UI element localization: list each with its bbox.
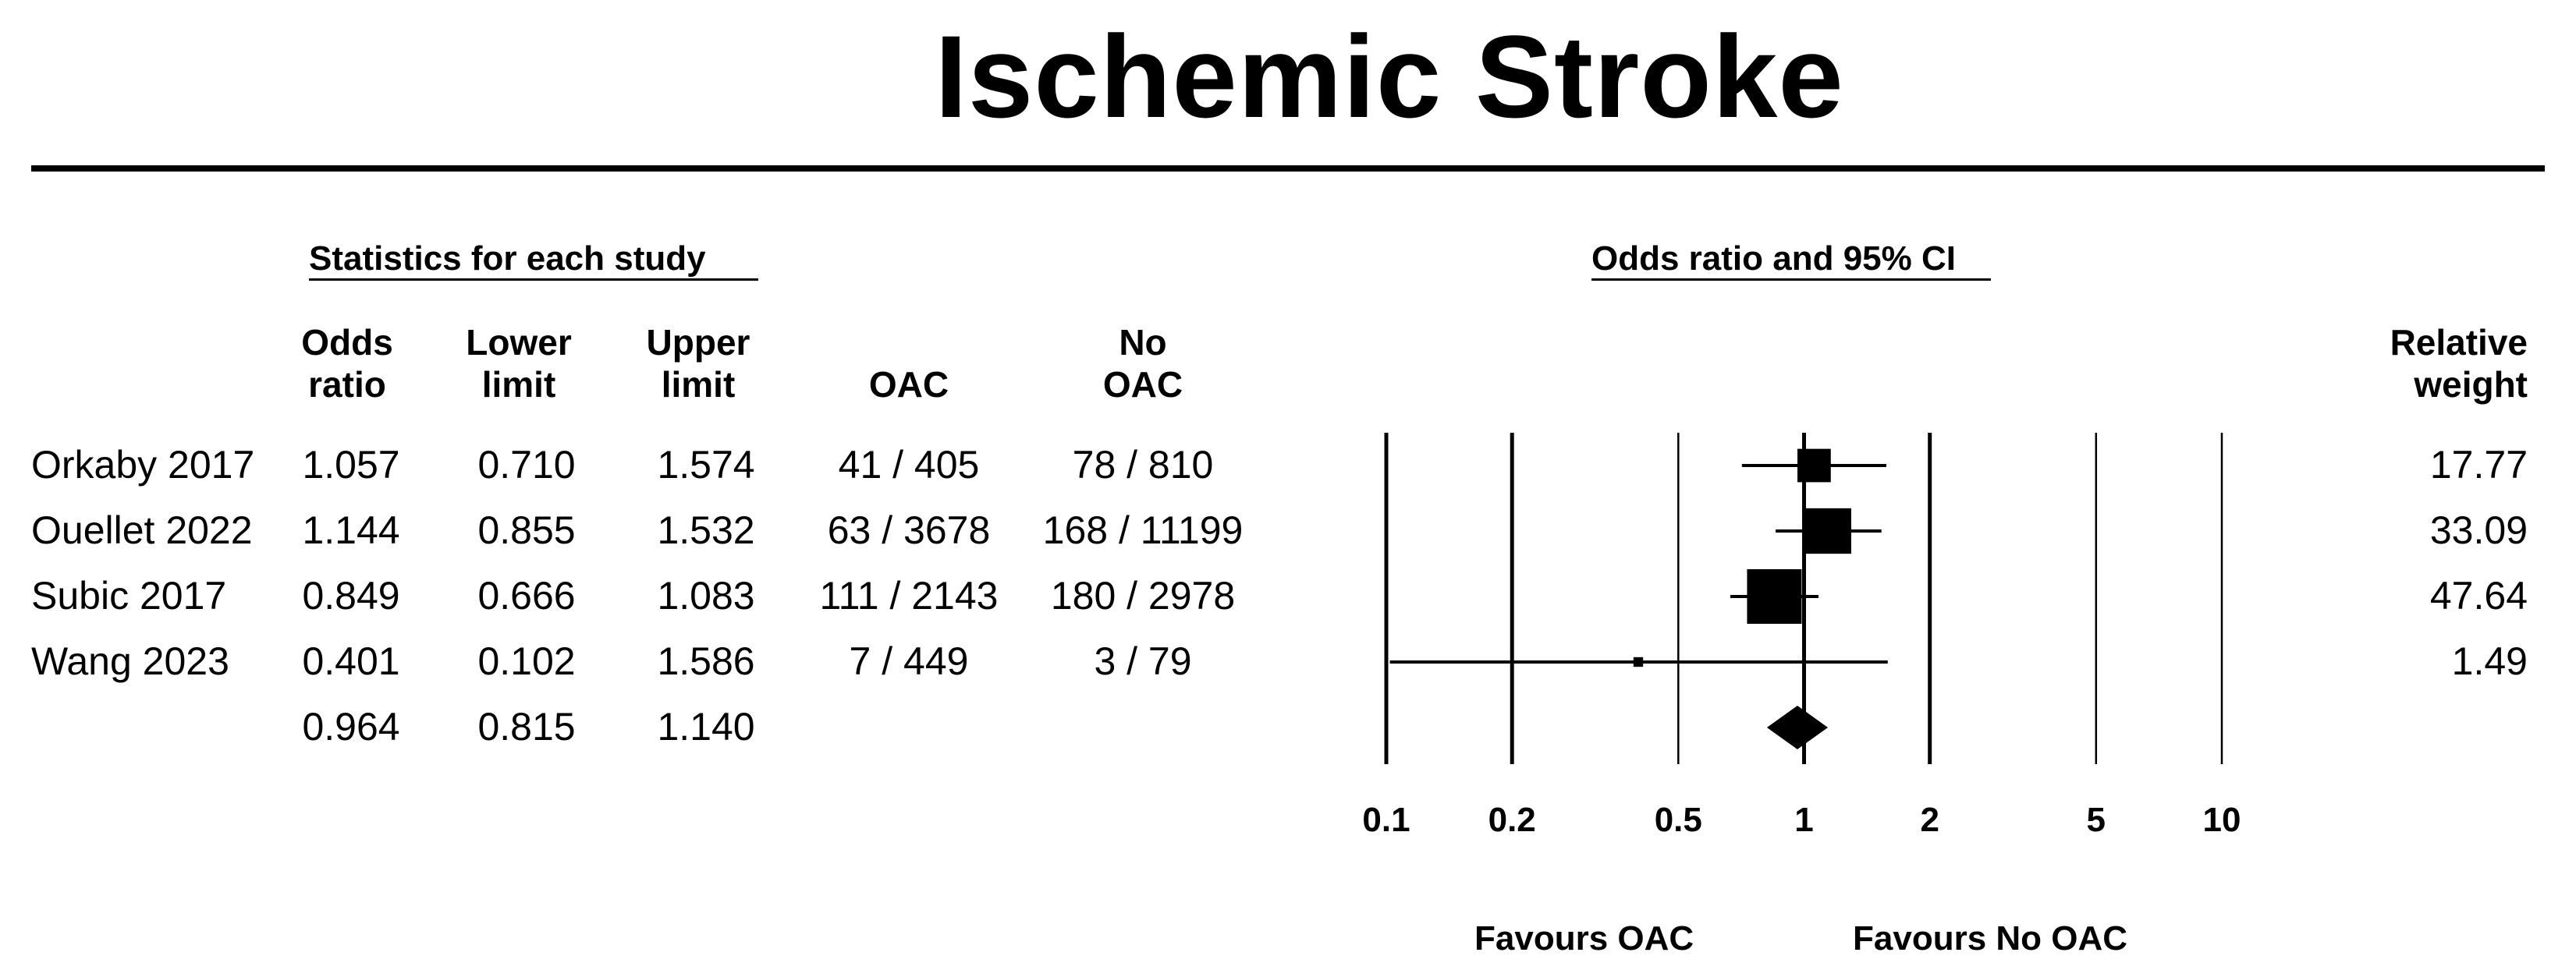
study-no-oac-events: 78 / 810 bbox=[1072, 443, 1214, 487]
plot-section-underline bbox=[1591, 278, 1991, 281]
stats-section-underline bbox=[309, 278, 758, 281]
pooled-effect-diamond bbox=[1766, 706, 1828, 749]
col-header-lower-limit: Lower limit bbox=[466, 322, 572, 405]
study-upper-limit: 1.532 bbox=[657, 508, 755, 552]
favours-oac-label: Favours OAC bbox=[1474, 919, 1694, 958]
col-header-oac: OAC bbox=[868, 364, 949, 405]
study-effect-marker bbox=[1633, 657, 1644, 667]
study-effect-marker bbox=[1805, 508, 1851, 554]
study-upper-limit: 1.083 bbox=[657, 574, 755, 618]
study-effect-marker bbox=[1747, 569, 1802, 624]
study-odds-ratio: 0.849 bbox=[302, 574, 400, 618]
x-tick-label: 10 bbox=[2202, 801, 2241, 839]
study-name: Orkaby 2017 bbox=[31, 443, 255, 487]
study-oac-events: 7 / 449 bbox=[849, 639, 969, 683]
stats-section-title: Statistics for each study bbox=[309, 239, 706, 278]
col-header-upper-limit: Upper limit bbox=[646, 322, 750, 405]
study-relative-weight: 47.64 bbox=[2429, 574, 2528, 618]
favours-no-oac-label: Favours No OAC bbox=[1853, 919, 2128, 958]
study-relative-weight: 1.49 bbox=[2451, 639, 2528, 683]
study-oac-events: 111 / 2143 bbox=[819, 574, 999, 618]
col-header-relative-weight: Relative weight bbox=[2390, 322, 2528, 405]
x-tick-label: 1 bbox=[1794, 801, 1814, 839]
study-lower-limit: 0.102 bbox=[477, 639, 576, 683]
chart-title: Ischemic Stroke bbox=[935, 11, 1844, 142]
study-name: Wang 2023 bbox=[31, 639, 229, 683]
x-tick-label: 0.1 bbox=[1362, 801, 1410, 839]
col-header-odds-ratio: Odds ratio bbox=[301, 322, 393, 405]
study-lower-limit: 0.855 bbox=[477, 508, 576, 552]
study-odds-ratio: 0.401 bbox=[302, 639, 400, 683]
x-tick-label: 5 bbox=[2086, 801, 2106, 839]
study-lower-limit: 0.710 bbox=[477, 443, 576, 487]
study-relative-weight: 33.09 bbox=[2429, 508, 2528, 552]
study-relative-weight: 17.77 bbox=[2429, 443, 2528, 487]
study-upper-limit: 1.586 bbox=[657, 639, 755, 683]
study-no-oac-events: 3 / 79 bbox=[1094, 639, 1192, 683]
x-tick-label: 2 bbox=[1920, 801, 1939, 839]
col-header-no-oac: No OAC bbox=[1102, 322, 1183, 405]
study-name: Subic 2017 bbox=[31, 574, 227, 618]
study-no-oac-events: 180 / 2978 bbox=[1050, 574, 1236, 618]
pooled-odds-ratio: 0.964 bbox=[302, 705, 400, 749]
study-oac-events: 41 / 405 bbox=[838, 443, 980, 487]
x-tick-label: 0.2 bbox=[1488, 801, 1536, 839]
title-divider bbox=[31, 165, 2545, 172]
study-effect-marker bbox=[1797, 448, 1831, 483]
study-lower-limit: 0.666 bbox=[477, 574, 576, 618]
study-no-oac-events: 168 / 11199 bbox=[1042, 508, 1244, 552]
study-odds-ratio: 1.144 bbox=[302, 508, 400, 552]
x-tick-label: 0.5 bbox=[1654, 801, 1702, 839]
plot-section-title: Odds ratio and 95% CI bbox=[1591, 239, 1956, 278]
study-upper-limit: 1.574 bbox=[657, 443, 755, 487]
study-oac-events: 63 / 3678 bbox=[827, 508, 991, 552]
pooled-upper-limit: 1.140 bbox=[657, 705, 755, 749]
study-name: Ouellet 2022 bbox=[31, 508, 253, 552]
pooled-lower-limit: 0.815 bbox=[477, 705, 576, 749]
study-odds-ratio: 1.057 bbox=[302, 443, 400, 487]
